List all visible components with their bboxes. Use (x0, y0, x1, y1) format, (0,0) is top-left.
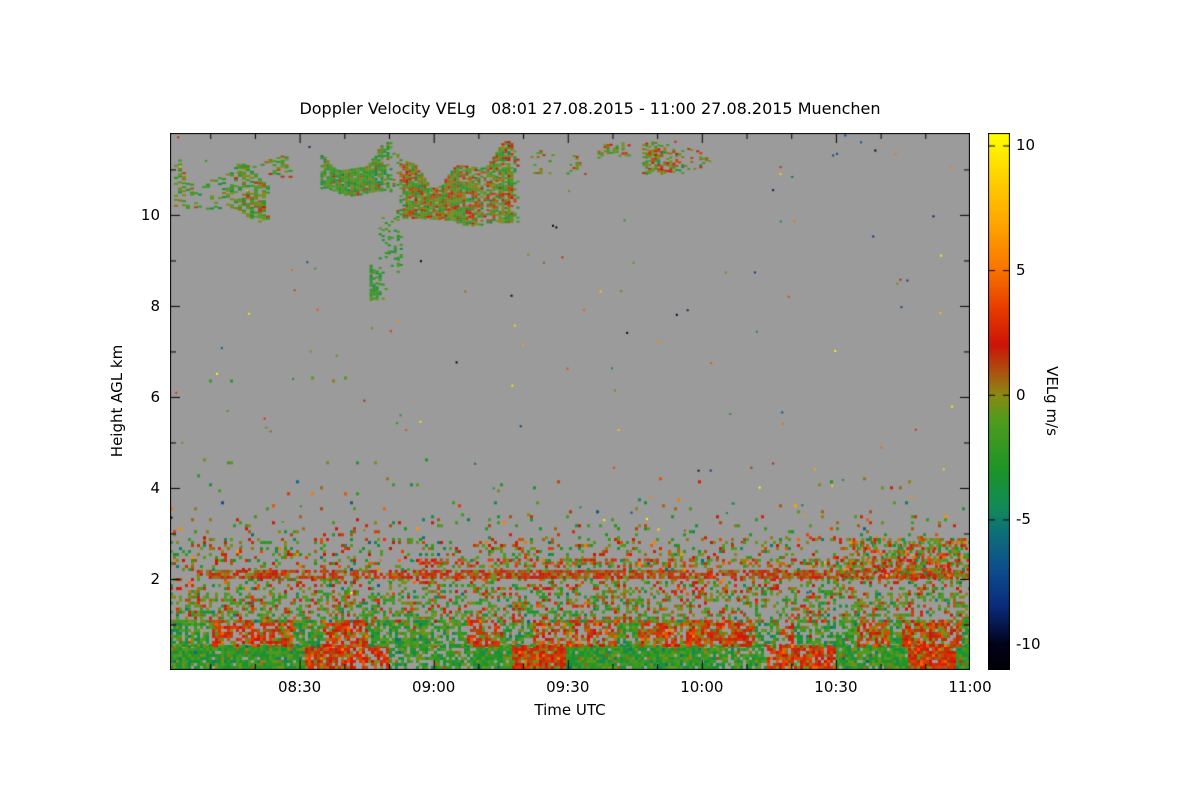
heatmap-plot-canvas (170, 133, 970, 670)
y-tick-label: 6 (150, 387, 160, 406)
colorbar-tick-label: 5 (1016, 261, 1026, 280)
x-tick-label: 10:30 (814, 678, 858, 696)
x-axis-title: Time UTC (534, 701, 606, 719)
x-tick-label: 08:30 (277, 678, 322, 696)
x-tick-label: 10:00 (680, 678, 724, 696)
x-tick-label: 09:30 (546, 678, 590, 696)
y-tick-label: 2 (150, 569, 160, 588)
y-tick-label: 8 (150, 296, 160, 315)
colorbar-title: VELg m/s (1043, 366, 1061, 436)
colorbar-tick-label: 0 (1016, 385, 1026, 404)
chart-title: Doppler Velocity VELg 08:01 27.08.2015 -… (299, 99, 881, 118)
x-tick-label: 11:00 (948, 678, 992, 696)
x-tick-label: 09:00 (412, 678, 456, 696)
colorbar-tick-label: -5 (1016, 510, 1031, 529)
colorbar-tick-label: 10 (1016, 136, 1036, 155)
colorbar-tick-label: -10 (1016, 635, 1041, 654)
y-tick-label: 10 (140, 205, 160, 224)
colorbar (988, 133, 1010, 670)
y-tick-label: 4 (150, 478, 160, 497)
